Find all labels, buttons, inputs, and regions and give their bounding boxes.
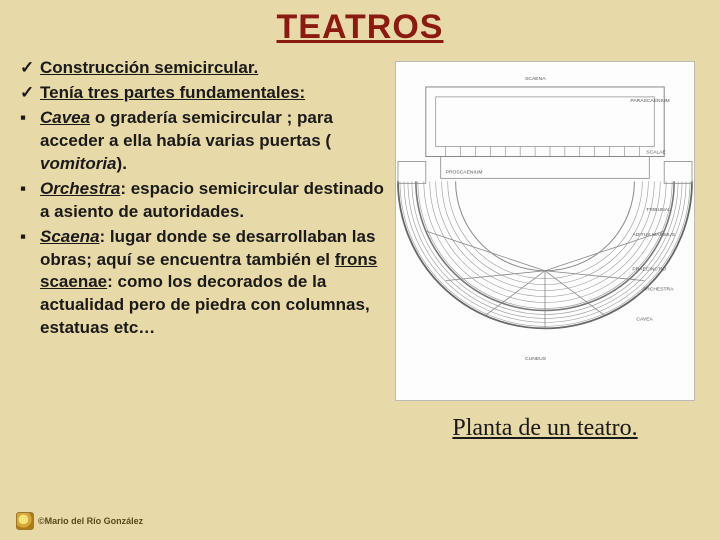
slide-title: TEATROS (18, 8, 702, 47)
footer-credit: ©Mario del Río González (38, 516, 143, 526)
footer-logo-icon (16, 512, 34, 530)
label-tribunal: TRIBUNAL (646, 207, 671, 213)
label-aditus: ADITUS MAXIMUS (632, 232, 675, 238)
bullet-marker: ▪ (20, 178, 26, 201)
bullet-marker: ▪ (20, 226, 26, 249)
label-scalae: SCALAE (646, 150, 666, 156)
bullet-marker: ✓ (20, 82, 34, 105)
bullet-text: Tenía tres partes fundamentales: (40, 83, 305, 102)
bullet-item-1: ✓ Tenía tres partes fundamentales: (18, 82, 384, 105)
bullet-marker: ▪ (20, 107, 26, 130)
bullet-text: Orchestra: espacio semicircular destinad… (40, 179, 384, 221)
diagram-caption: Planta de un teatro. (452, 415, 637, 442)
slide: TEATROS ✓ Construcción semicircular. ✓ Tení… (0, 0, 720, 540)
bullet-item-0: ✓ Construcción semicircular. (18, 57, 384, 80)
bullet-text: Cavea o gradería semicircular ; para acc… (40, 108, 333, 173)
theatre-plan-diagram: SCAENA PROSCAENIUM ORCHESTRA CAVEA CUNEU… (395, 61, 695, 401)
image-column: SCAENA PROSCAENIUM ORCHESTRA CAVEA CUNEU… (388, 57, 702, 442)
bullet-item-2: ▪ Cavea o gradería semicircular ; para ac… (18, 107, 384, 176)
footer: ©Mario del Río González (16, 512, 143, 530)
bullet-text: Scaena: lugar donde se desarrollaban las… (40, 227, 377, 338)
label-parascaenium: PARASCAENIUM (630, 98, 669, 104)
label-cavea: CAVEA (636, 316, 653, 322)
bullet-item-3: ▪ Orchestra: espacio semicircular destina… (18, 178, 384, 224)
label-proscaenium: PROSCAENIUM (446, 169, 483, 175)
bullet-list: ✓ Construcción semicircular. ✓ Tenía tres p… (18, 57, 384, 340)
label-orchestra: ORCHESTRA (642, 287, 674, 293)
label-scaena: SCAENA (525, 76, 546, 82)
bullet-marker: ✓ (20, 57, 34, 80)
content-row: ✓ Construcción semicircular. ✓ Tenía tres p… (18, 57, 702, 442)
bullet-text: Construcción semicircular. (40, 58, 258, 77)
label-cuneus: CUNEUS (525, 356, 547, 362)
theatre-plan-svg: SCAENA PROSCAENIUM ORCHESTRA CAVEA CUNEU… (396, 62, 694, 400)
label-praecinctio: PRAECINCTIO (632, 267, 666, 273)
bullet-item-4: ▪ Scaena: lugar donde se desarrollaban la… (18, 226, 384, 341)
text-column: ✓ Construcción semicircular. ✓ Tenía tres p… (18, 57, 388, 342)
